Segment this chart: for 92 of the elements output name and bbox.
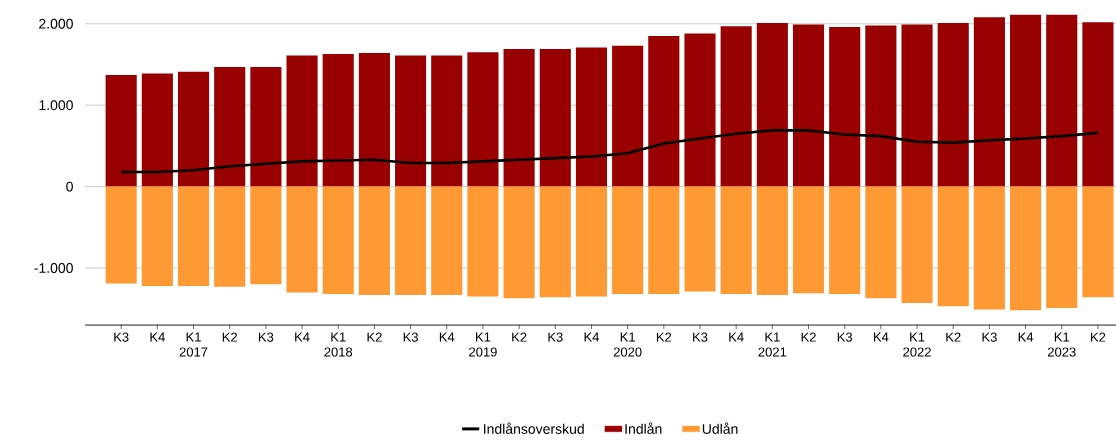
bar [539, 49, 571, 187]
bar [503, 49, 535, 187]
x-tick-label: K1 2017 [179, 332, 208, 357]
bar [756, 22, 788, 187]
x-tick-label: K3 [114, 332, 129, 342]
bar [141, 73, 173, 187]
bar [829, 27, 861, 187]
x-tick-label: K4 [584, 332, 600, 342]
bar [286, 186, 318, 293]
bar [214, 66, 246, 187]
x-tick-label: K3 [982, 332, 997, 342]
x-tick-label: K3 [259, 332, 274, 342]
bar [177, 186, 210, 286]
x-tick-label: K1 2019 [469, 332, 497, 357]
legend-label: Indlån [625, 422, 662, 434]
bar [973, 186, 1005, 310]
y-tick-label: 1.000 [39, 100, 73, 111]
bar [1082, 186, 1114, 298]
x-tick-label: K3 [403, 332, 418, 342]
bar [467, 186, 499, 297]
bar [829, 186, 861, 295]
bar [250, 186, 282, 285]
bar [575, 47, 608, 187]
x-tick-label: K3 [548, 332, 563, 342]
x-tick-label: K4 [873, 332, 889, 342]
bar [105, 75, 137, 187]
y-tick-label: -1.000 [34, 263, 73, 273]
x-tick-label: K1 2021 [758, 332, 787, 357]
bar [467, 52, 499, 187]
bar [1010, 186, 1042, 311]
bar [865, 25, 897, 187]
bar [684, 186, 716, 292]
bar [937, 186, 969, 307]
bar [720, 26, 752, 187]
x-tick-label: K3 [837, 332, 853, 342]
x-tick-label: K2 [367, 332, 382, 342]
bar [322, 53, 354, 187]
bar [684, 33, 716, 187]
bar [431, 186, 463, 295]
x-tick-label: K1 2018 [324, 332, 353, 357]
x-tick-label: K2 [946, 332, 961, 342]
bar [1010, 14, 1042, 187]
bar [901, 186, 933, 304]
x-tick-label: K4 [1018, 332, 1034, 342]
bar [1046, 14, 1078, 187]
bar [612, 186, 644, 295]
bar [612, 45, 644, 187]
bar [1082, 22, 1114, 187]
y-tick-label: 2.000 [39, 18, 73, 29]
x-tick-label: K4 [729, 332, 744, 342]
x-tick-label: K2 [512, 332, 527, 342]
y-tick-label: 0 [66, 181, 73, 192]
bar [756, 186, 788, 295]
bar [395, 55, 427, 187]
x-tick-label: K2 [222, 332, 237, 342]
bar [395, 186, 427, 295]
x-tick-label: K4 [439, 332, 455, 342]
bar [720, 186, 752, 295]
x-tick-label: K1 2020 [613, 332, 642, 357]
bar [105, 186, 137, 284]
x-tick-label: K4 [150, 332, 165, 342]
x-tick-label: K2 [656, 332, 672, 342]
bar [648, 35, 680, 187]
bar [937, 22, 969, 187]
bar [792, 24, 825, 187]
bar [214, 186, 246, 287]
x-tick-label: K2 [1091, 332, 1106, 342]
bar [792, 186, 825, 294]
bar [250, 66, 282, 187]
bar [539, 186, 571, 298]
bar [1046, 186, 1078, 308]
bar [973, 17, 1005, 187]
legend-label: Indlånsoverskud [484, 422, 584, 434]
line-series [119, 129, 1100, 174]
bar [358, 186, 390, 295]
bar [286, 55, 318, 187]
bar [648, 186, 680, 295]
bar [503, 186, 535, 299]
bar [901, 24, 933, 187]
bar [177, 71, 210, 187]
bar [865, 186, 897, 299]
bar [431, 55, 463, 187]
bar [575, 186, 608, 297]
x-tick-label: K2 [801, 332, 816, 342]
x-tick-label: K1 2023 [1047, 332, 1076, 357]
x-tick-label: K3 [693, 332, 708, 342]
legend-label: Udlån [702, 422, 738, 434]
x-tick-label: K1 2022 [903, 332, 931, 357]
x-tick-label: K4 [295, 332, 310, 342]
bar [322, 186, 354, 295]
bar [141, 186, 173, 286]
bar [358, 53, 390, 187]
